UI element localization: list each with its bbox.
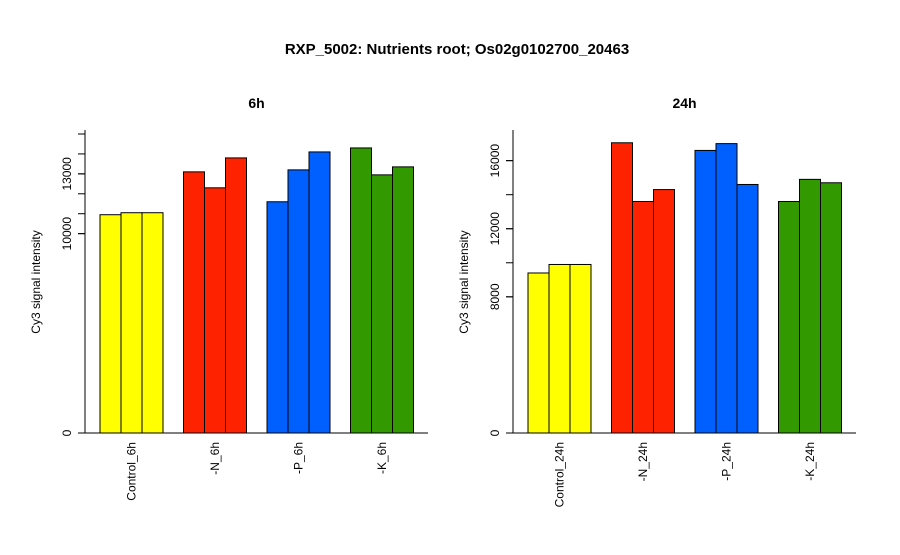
bar (569, 263, 592, 434)
bar (287, 169, 310, 434)
bar (225, 157, 247, 434)
y-axis-label: Cy3 signal intensity (29, 230, 43, 333)
bar (308, 151, 331, 434)
bar (371, 174, 393, 434)
x-tick-label: Control_24h (553, 442, 567, 507)
bar (141, 212, 164, 434)
bar (632, 200, 654, 434)
bar (120, 212, 143, 434)
bar (820, 182, 842, 434)
bar (736, 183, 759, 434)
y-tick-label: 0 (488, 429, 502, 436)
bar (204, 187, 226, 434)
x-tick-label: -P_6h (292, 442, 306, 474)
x-tick-label: Control_6h (125, 442, 139, 501)
bar (799, 178, 821, 434)
bar (653, 189, 675, 434)
y-tick-label: 16000 (488, 144, 502, 178)
bar (611, 142, 633, 434)
bar (392, 166, 414, 434)
bar (266, 201, 289, 434)
bar (778, 200, 800, 434)
y-tick-label: 12000 (488, 212, 502, 246)
bar (350, 147, 372, 434)
panel-title: 24h (672, 95, 696, 111)
x-tick-label: -K_24h (803, 442, 817, 481)
bar (715, 143, 738, 434)
x-tick-label: -N_6h (208, 442, 222, 475)
bar (548, 263, 571, 434)
x-tick-label: -P_24h (720, 442, 734, 481)
x-tick-label: -N_24h (636, 442, 650, 481)
chart-panel-2: 24h Control_24h -N_24h -P_24h -K_24h 0 8000 120… (457, 95, 856, 507)
y-axis-label: Cy3 signal intensity (457, 230, 471, 333)
chart-panel-1: 6h Control_6h -N_6h -P_6h -K_6h 0 10000 13000 Cy… (29, 95, 428, 501)
x-tick-label: -K_6h (375, 442, 389, 474)
y-tick-label: 13000 (60, 157, 74, 191)
y-tick-label: 10000 (60, 217, 74, 251)
bar (99, 214, 122, 434)
bar (694, 149, 717, 434)
y-tick-label: 8000 (488, 283, 502, 310)
bar (527, 272, 550, 434)
chart-main-title: RXP_5002: Nutrients root; Os02g0102700_2… (285, 41, 629, 58)
bar (183, 171, 205, 434)
y-tick-label: 0 (60, 429, 74, 436)
panel-title: 6h (248, 95, 264, 111)
